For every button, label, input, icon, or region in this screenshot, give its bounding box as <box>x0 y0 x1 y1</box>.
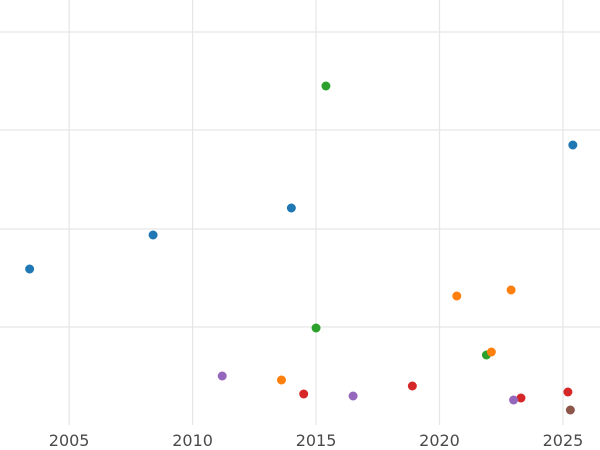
scatter-point <box>563 387 573 397</box>
x-tick-labels: 2005 2010 2015 2020 2025 <box>49 431 584 450</box>
x-tick-label: 2020 <box>419 431 460 450</box>
scatter-point <box>506 285 516 295</box>
scatter-point <box>217 371 227 381</box>
scatter-point <box>299 389 309 399</box>
scatter-point <box>486 347 496 357</box>
scatter-point <box>407 381 417 391</box>
x-tick-label: 2005 <box>49 431 90 450</box>
data-points <box>25 81 578 415</box>
scatter-point <box>516 393 526 403</box>
scatter-point <box>311 323 321 333</box>
scatter-point <box>452 291 462 301</box>
scatter-point <box>148 230 158 240</box>
scatter-point <box>568 140 578 150</box>
scatter-point <box>565 405 575 415</box>
x-tick-label: 2010 <box>172 431 213 450</box>
x-tick-label: 2015 <box>296 431 337 450</box>
scatter-point <box>276 375 286 385</box>
scatter-point <box>348 391 358 401</box>
scatter-point <box>25 264 35 274</box>
scatter-point <box>286 203 296 213</box>
scatter-point <box>509 395 519 405</box>
x-tick-label: 2025 <box>543 431 584 450</box>
grid-layer <box>0 0 600 425</box>
scatter-point <box>321 81 331 91</box>
